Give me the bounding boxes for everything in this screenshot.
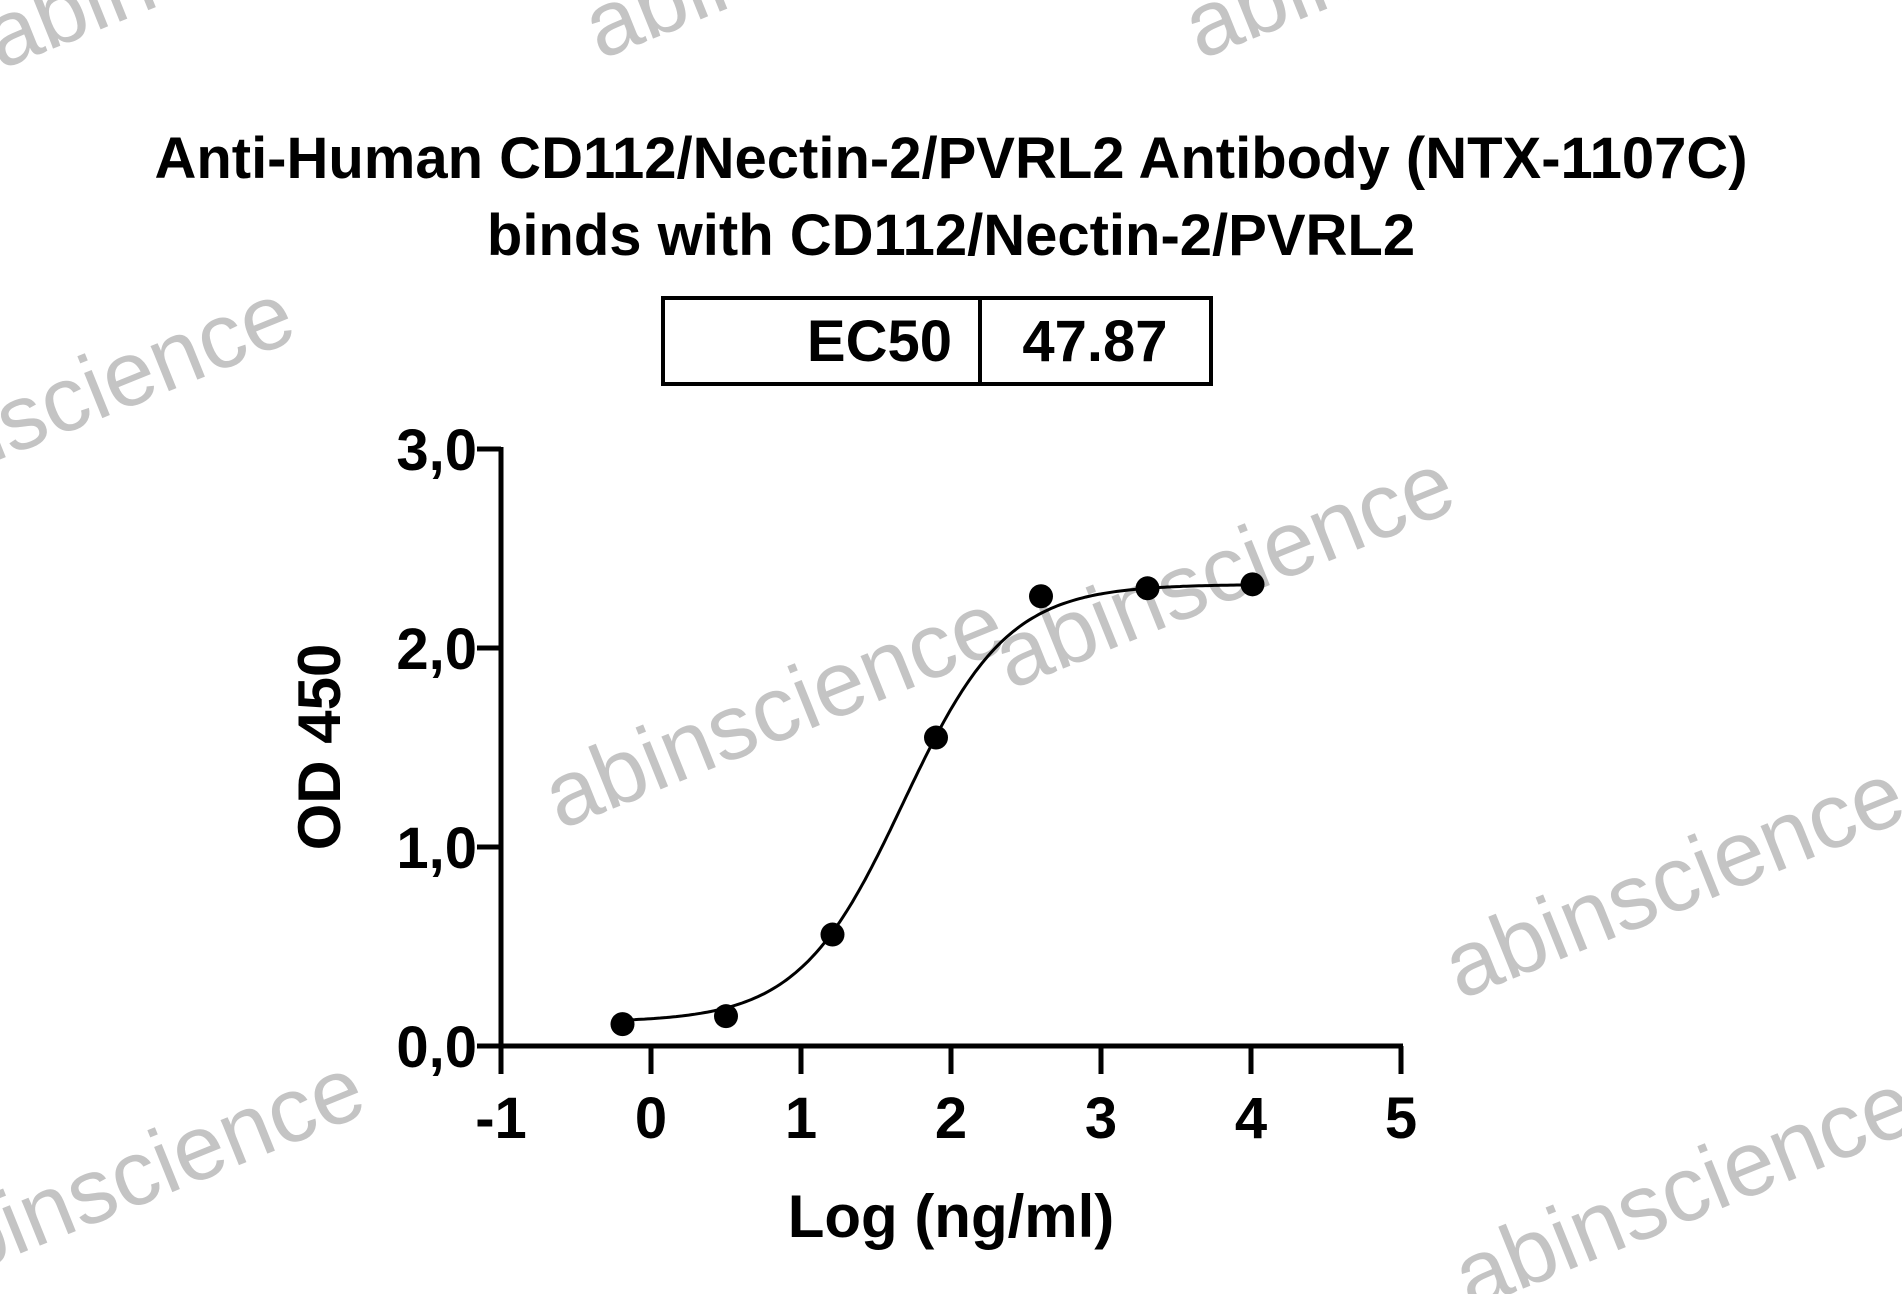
x-axis-label: Log (ng/ml) [788,1183,1115,1250]
ec50-table: EC50 47.87 [661,296,1213,386]
data-point [610,1012,635,1037]
watermark-text: abinscience [1169,0,1658,79]
y-tick-label: 1,0 [396,816,477,881]
x-tick-label: 1 [785,1086,817,1151]
watermark-text: abinscience [0,262,308,539]
watermark-text: abinscience [569,0,1058,79]
data-point [924,725,948,750]
data-point [1240,572,1265,597]
axes: -1 0 1 2 3 4 5 0,0 1,0 2,0 3,0 [396,418,1417,1151]
watermark-text: abinscience [0,1036,378,1294]
data-point [820,922,845,947]
y-axis-label: OD 450 [286,644,353,851]
data-point [1135,576,1160,601]
ec50-label: EC50 [807,309,952,374]
x-tick-label: 0 [635,1086,667,1151]
chart-title: Anti-Human CD112/Nectin-2/PVRL2 Antibody… [154,126,1747,191]
y-tick-label: 2,0 [396,617,477,682]
watermark-text: abinscience [1439,1052,1902,1294]
y-tick-label: 3,0 [396,418,477,483]
y-tick-label: 0,0 [396,1015,477,1080]
x-tick-label: 5 [1385,1086,1417,1151]
chart-subtitle: binds with CD112/Nectin-2/PVRL2 [487,203,1415,268]
x-tick-label: 4 [1235,1086,1267,1151]
watermark-text: abinscience [0,0,458,89]
data-points [610,572,1265,1037]
data-point [1029,584,1053,609]
x-tick-label: 3 [1085,1086,1117,1151]
watermark-text: abinscience [529,572,1018,849]
watermark-text: abinscience [979,432,1468,709]
x-tick-label: -1 [475,1086,527,1151]
ec50-value: 47.87 [1022,309,1167,374]
watermark-text: abinscience [1429,742,1902,1019]
data-point [714,1004,738,1029]
x-tick-label: 2 [935,1086,967,1151]
